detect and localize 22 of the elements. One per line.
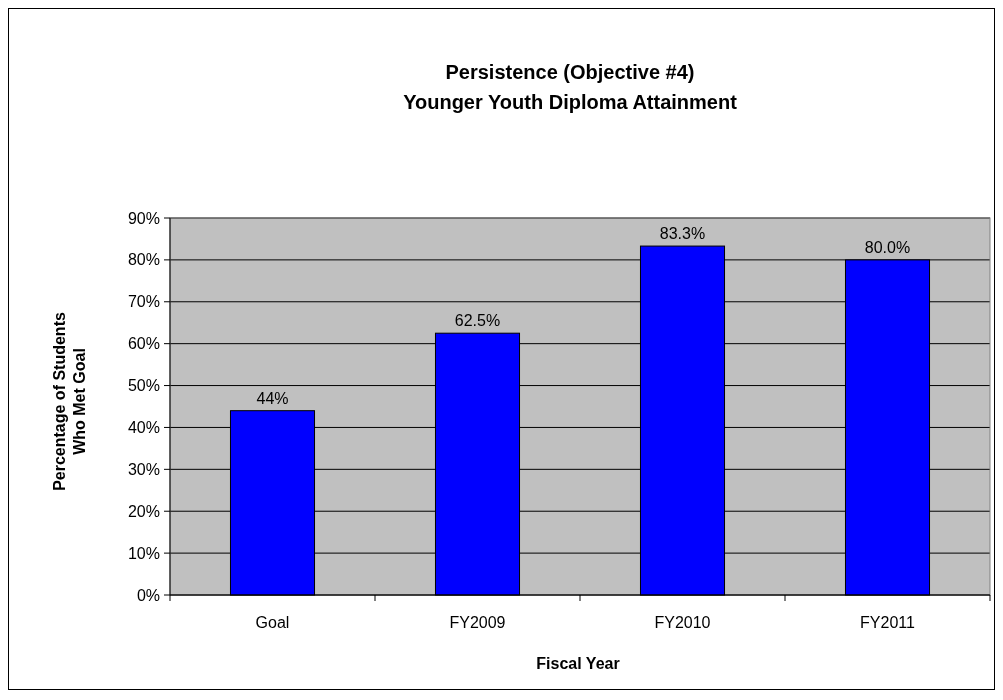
y-tick-label: 30% [127,460,160,478]
x-tick-label: FY2009 [449,614,506,631]
y-tick-label: 50% [127,377,160,395]
y-tick-label: 70% [127,293,160,311]
y-tick-label: 40% [127,419,160,437]
x-tick-label: Goal [255,614,290,631]
x-tick-label: FY2011 [860,614,916,631]
y-tick-label: 20% [127,502,160,520]
y-tick-label: 60% [127,335,160,353]
y-tick-label: 90% [127,209,160,227]
chart-title: Persistence (Objective #4) [445,61,695,83]
y-tick-label: 10% [127,544,160,562]
y-tick-label: 0% [136,586,160,604]
data-label: 80.0% [864,238,911,256]
data-label: 44% [256,389,289,407]
data-label: 83.3% [659,225,706,243]
y-axis-title: Percentage of Students Who Met Goal [51,312,88,491]
x-axis-title: Fiscal Year [536,655,620,672]
x-tick-label: FY2010 [654,614,711,631]
chart-subtitle: Younger Youth Diploma Attainment [403,91,738,113]
data-label: 62.5% [454,312,501,330]
y-tick-label: 80% [127,251,160,269]
